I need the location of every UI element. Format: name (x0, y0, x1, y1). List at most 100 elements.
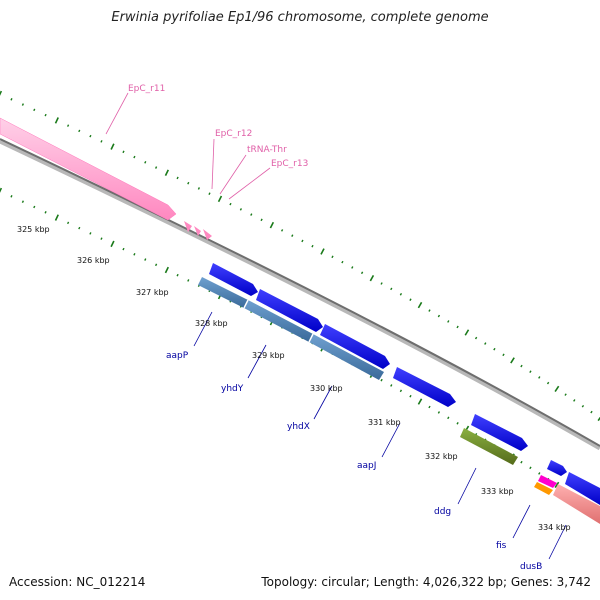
inner-minor-tick (144, 258, 147, 261)
label-aapJ: aapJ (357, 461, 376, 471)
outer-minor-tick (590, 410, 593, 414)
outer-major-tick (0, 90, 3, 96)
outer-minor-tick (301, 239, 304, 243)
outer-minor-tick (502, 353, 505, 357)
cds-2 (256, 289, 323, 332)
outer-major-tick (217, 195, 223, 203)
accession-text: Accession: NC_012214 (9, 575, 146, 589)
outer-major-tick (110, 143, 115, 150)
inner-tick-ring (0, 187, 600, 518)
rrna-EpC_r13 (203, 229, 212, 240)
inner-minor-tick (89, 232, 92, 235)
inner-minor-tick (66, 221, 70, 225)
genome-summary: Topology: circular; Length: 4,026,322 bp… (261, 575, 591, 589)
cds-1 (209, 263, 258, 296)
outer-minor-tick (44, 113, 47, 117)
outer-minor-tick (122, 150, 125, 154)
outer-minor-tick (351, 266, 354, 269)
outer-minor-tick (493, 347, 496, 351)
outer-minor-tick (546, 381, 550, 385)
inner-minor-tick (520, 460, 523, 464)
outer-minor-tick (154, 166, 158, 169)
outer-minor-tick (581, 404, 585, 408)
inner-minor-tick (399, 389, 403, 393)
outer-minor-tick (176, 176, 179, 180)
outer-minor-tick (260, 218, 263, 222)
outer-minor-tick (529, 370, 532, 374)
outer-minor-tick (341, 260, 344, 264)
outer-minor-tick (428, 309, 431, 312)
outer-minor-tick (447, 320, 450, 323)
outer-minor-tick (250, 213, 253, 216)
outer-minor-tick (21, 103, 24, 106)
outer-minor-tick (538, 376, 541, 379)
inner-minor-tick (187, 279, 190, 282)
kbp-label-326: 326 kbp (77, 256, 110, 265)
outer-minor-tick (456, 325, 459, 329)
outer-minor-tick (280, 229, 284, 232)
outer-minor-tick (208, 192, 211, 195)
cds-6 (547, 460, 567, 476)
backbone-outer (0, 138, 600, 451)
kbp-label-327: 327 kbp (136, 288, 169, 297)
outer-major-tick (369, 274, 375, 282)
outer-minor-tick (33, 108, 36, 112)
label-EpC_r13: EpC_r13 (271, 159, 308, 169)
cds-4 (393, 367, 456, 407)
inner-major-tick (0, 187, 3, 193)
backbone (0, 138, 600, 447)
label-dusB: dusB (520, 562, 542, 572)
label-yhdX: yhdX (287, 422, 310, 432)
rrna-EpC_r11 (0, 117, 177, 221)
outer-minor-tick (197, 187, 201, 190)
outer-major-tick (597, 416, 600, 422)
outer-minor-tick (144, 161, 147, 164)
inner-minor-tick (538, 472, 541, 475)
outer-minor-tick (239, 208, 243, 211)
inner-major-tick (54, 214, 59, 221)
outer-minor-tick (520, 364, 523, 368)
kbp-label-331: 331 kbp (368, 418, 401, 427)
outer-minor-tick (133, 155, 136, 159)
outer-major-tick (554, 385, 560, 392)
outer-minor-tick (399, 292, 403, 296)
inner-minor-tick (10, 195, 13, 198)
inner-minor-tick (529, 466, 532, 470)
kbp-label-328: 328 kbp (195, 319, 228, 328)
outer-minor-tick (380, 282, 383, 285)
outer-major-tick (164, 169, 169, 176)
kbp-labels: 325 kbp 326 kbp 327 kbp 328 kbp 329 kbp … (17, 225, 571, 532)
cds-fis (534, 482, 553, 495)
inner-minor-tick (44, 210, 47, 214)
outer-minor-tick (360, 271, 364, 275)
outer-minor-tick (437, 314, 441, 318)
forward-cds (209, 263, 600, 505)
inner-minor-tick (390, 384, 393, 387)
outer-major-tick (54, 117, 59, 124)
rrna-EpC_r12 (184, 221, 192, 232)
cds-divider-2 (308, 333, 314, 343)
inner-major-tick (110, 240, 115, 248)
outer-minor-tick (573, 399, 576, 402)
kbp-label-329: 329 kbp (252, 351, 285, 360)
outer-minor-tick (311, 244, 314, 248)
outer-minor-tick (331, 255, 334, 259)
outer-minor-tick (291, 234, 294, 237)
outer-tick-ring (0, 90, 600, 422)
inner-minor-tick (380, 378, 383, 382)
cds-divider-1 (243, 299, 249, 309)
inner-minor-tick (154, 263, 158, 267)
rna-leaders (105, 92, 271, 200)
cds-dusB (553, 484, 600, 524)
label-ddg: ddg (434, 507, 451, 517)
outer-minor-tick (564, 393, 567, 396)
inner-minor-tick (133, 253, 136, 256)
inner-minor-tick (21, 200, 24, 203)
outer-minor-tick (390, 287, 393, 291)
inner-minor-tick (100, 237, 103, 240)
outer-major-tick (269, 221, 275, 229)
inner-minor-tick (122, 247, 125, 251)
inner-minor-tick (428, 405, 431, 409)
outer-major-tick (320, 248, 325, 255)
